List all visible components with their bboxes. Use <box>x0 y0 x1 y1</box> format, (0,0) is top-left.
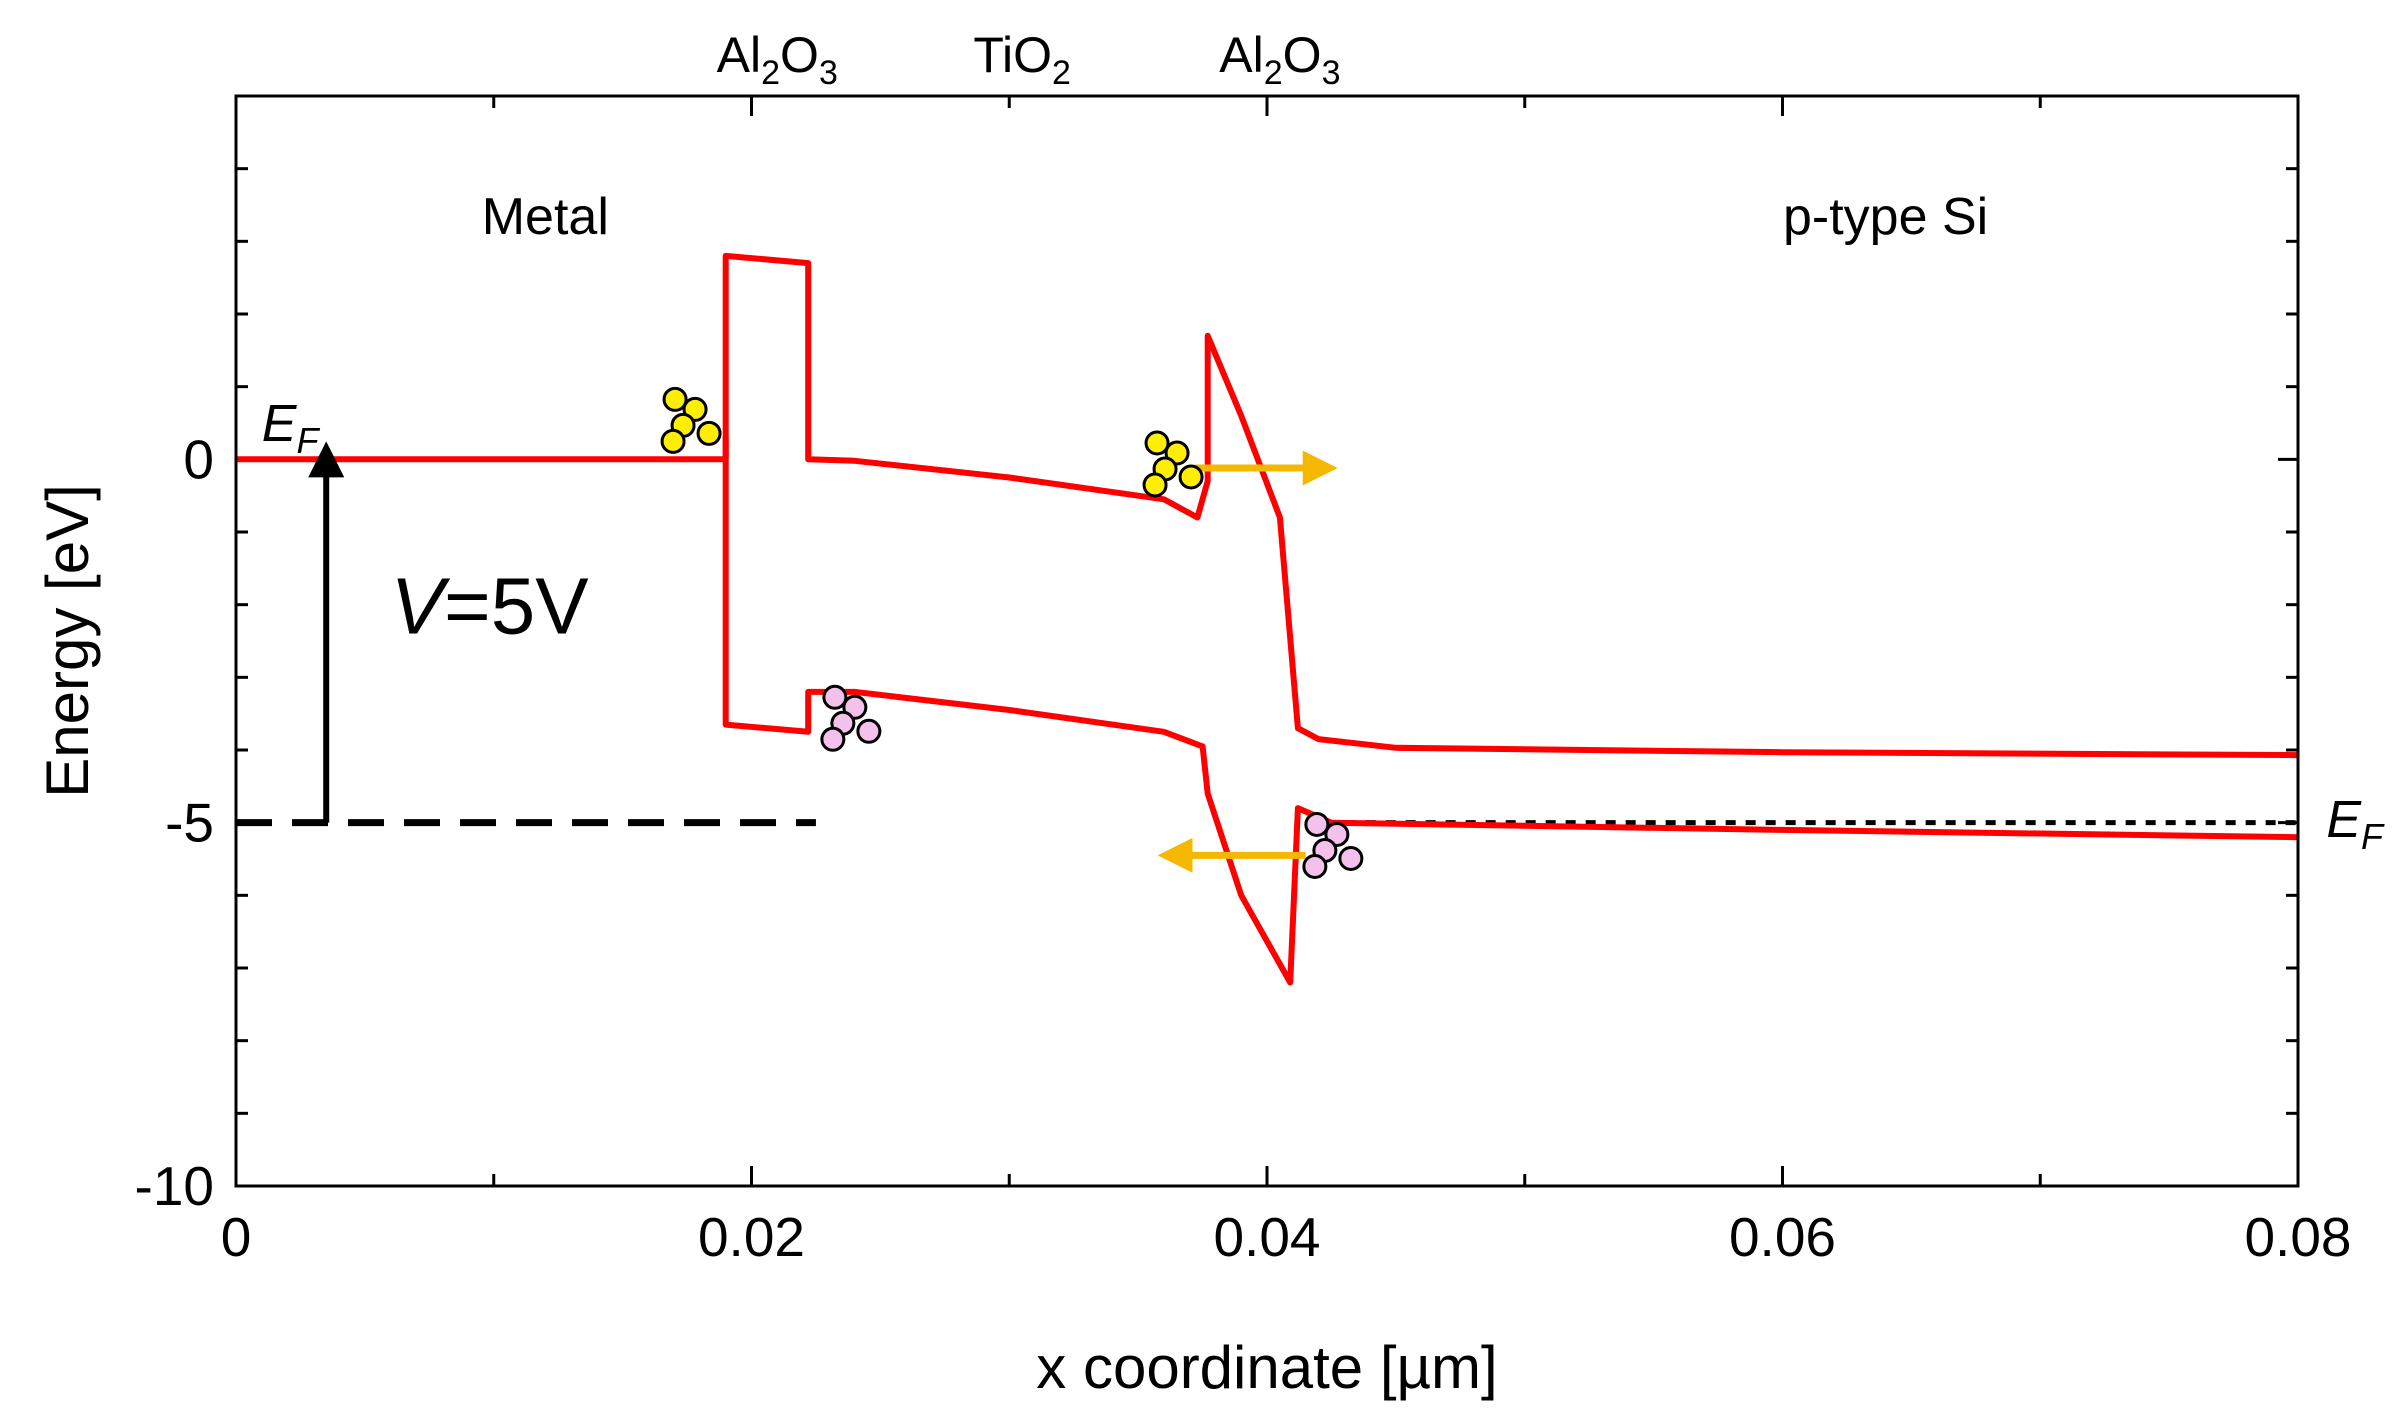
si-fermi-level-label: EF <box>2326 791 2385 857</box>
layer-label: Al2O3 <box>1219 27 1340 92</box>
ef-subscript: F <box>296 420 320 461</box>
electron-particle <box>660 428 686 454</box>
layer-label: Al2O3 <box>717 27 838 92</box>
conduction-band-line <box>236 252 2299 759</box>
x-axis-title: x coordinate [µm] <box>1036 1334 1497 1401</box>
voltage-symbol: V <box>391 562 451 651</box>
layer-label-subscript: 3 <box>1322 54 1341 92</box>
layer-label-rest: O <box>1283 27 1322 83</box>
y-tick-label: -5 <box>165 792 214 854</box>
x-tick-label: 0.04 <box>1213 1206 1320 1268</box>
layer-label-subscript: 2 <box>1052 54 1071 92</box>
y-tick-label: 0 <box>183 428 214 490</box>
layer-label-subscript: 3 <box>819 54 838 92</box>
hole-particle <box>1302 853 1328 879</box>
layer-label-subscript: 2 <box>1264 54 1283 92</box>
chart-marks: 0 0.02 0.04 0.06 0.08 -10 -5 0 x coordinate [µm]… <box>34 27 2385 1401</box>
hole-particle <box>820 726 846 752</box>
electron-particle <box>1178 464 1204 490</box>
y-tick-label: -10 <box>135 1155 215 1217</box>
metal-fermi-level-label: EF <box>262 395 321 461</box>
x-tick-label: 0 <box>221 1206 252 1268</box>
layer-label-subscript: 2 <box>761 54 780 92</box>
voltage-value: =5V <box>444 562 589 651</box>
hole-particle <box>822 684 848 710</box>
electron-particle <box>696 420 722 446</box>
valence-band-line <box>722 437 2299 986</box>
voltage-label: V=5V <box>391 562 590 651</box>
hole-particle <box>1338 845 1364 871</box>
electron-particle <box>662 386 688 412</box>
electron-particle <box>1142 472 1168 498</box>
layer-label: TiO2 <box>973 27 1071 92</box>
y-axis-title: Energy [eV] <box>34 484 101 798</box>
layer-label-base: Al <box>1219 27 1263 83</box>
hole-particle <box>1304 811 1330 837</box>
x-tick-label: 0.08 <box>2244 1206 2351 1268</box>
x-tick-label: 0.02 <box>698 1206 805 1268</box>
electron-particle <box>1144 430 1170 456</box>
layer-label-rest: O <box>780 27 819 83</box>
layer-label-base: Al <box>717 27 761 83</box>
region-label: Metal <box>482 188 609 246</box>
x-tick-label: 0.06 <box>1729 1206 1836 1268</box>
hole-particle <box>856 718 882 744</box>
ef-subscript: F <box>2361 816 2385 857</box>
plot-frame <box>234 94 2300 1188</box>
region-label: p-type Si <box>1783 188 1988 246</box>
ef-letter: E <box>2326 791 2362 849</box>
ef-letter: E <box>262 395 298 453</box>
layer-label-base: TiO <box>973 27 1052 83</box>
